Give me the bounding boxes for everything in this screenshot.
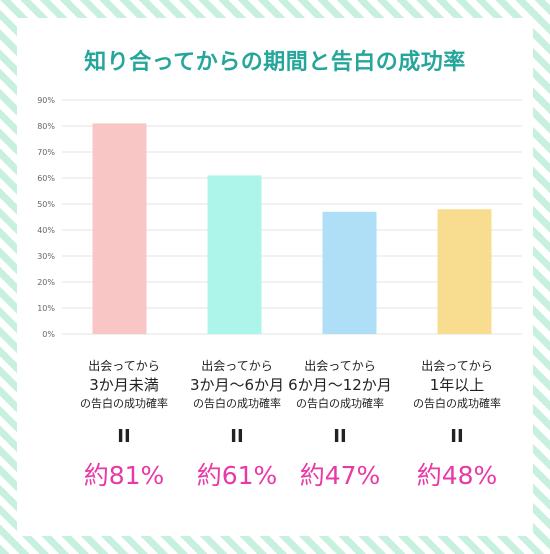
caption-prefix: 出会ってから xyxy=(304,359,376,373)
success-rate: 約61% xyxy=(196,461,278,490)
equals-mark: II xyxy=(450,426,464,447)
chart-bars xyxy=(92,123,492,335)
caption-suffix: の告白の成功確率 xyxy=(193,397,281,410)
caption-period: 6か月〜12か月 xyxy=(288,376,392,394)
caption-suffix: の告白の成功確率 xyxy=(413,397,501,410)
caption-prefix: 出会ってから xyxy=(421,359,493,373)
caption-suffix: の告白の成功確率 xyxy=(80,397,168,410)
bar-3 xyxy=(322,211,377,334)
y-tick-label: 50% xyxy=(37,200,55,209)
y-tick-label: 30% xyxy=(37,252,55,261)
chart-title: 知り合ってからの期間と告白の成功率 xyxy=(84,50,466,75)
y-tick-label: 40% xyxy=(37,226,55,235)
y-tick-label: 70% xyxy=(37,148,55,157)
y-tick-label: 60% xyxy=(37,174,55,183)
caption-prefix: 出会ってから xyxy=(88,359,160,373)
bar-caption-4: 出会ってから 1年以上 の告白の成功確率 II 約48% xyxy=(392,358,522,491)
success-rate: 約47% xyxy=(299,461,381,490)
caption-period: 3か月未満 xyxy=(89,376,159,394)
success-rate: 約48% xyxy=(416,461,498,490)
bar-2 xyxy=(207,175,262,334)
success-rate: 約81% xyxy=(83,461,165,490)
y-tick-label: 20% xyxy=(37,278,55,287)
caption-prefix: 出会ってから xyxy=(201,359,273,373)
equals-mark: II xyxy=(333,426,347,447)
caption-suffix: の告白の成功確率 xyxy=(296,397,384,410)
y-tick-label: 80% xyxy=(37,122,55,131)
equals-mark: II xyxy=(117,426,131,447)
caption-period: 3か月〜6か月 xyxy=(189,376,285,394)
y-axis-ticks: 0% 10% 20% 30% 40% 50% 60% 70% 80% 90% xyxy=(37,96,55,339)
caption-period: 1年以上 xyxy=(429,376,485,394)
chart-card: 知り合ってからの期間と告白の成功率 0% 10% 20% 30% 40% 50% 60% 70… xyxy=(17,18,533,536)
bar-caption-1: 出会ってから 3か月未満 の告白の成功確率 II 約81% xyxy=(59,358,189,491)
bar-caption-3: 出会ってから 6か月〜12か月 の告白の成功確率 II 約47% xyxy=(275,358,405,491)
bar-4 xyxy=(437,209,492,334)
y-tick-label: 90% xyxy=(37,96,55,105)
bar-1 xyxy=(92,123,147,335)
y-tick-label: 0% xyxy=(42,330,55,339)
bar-chart: 0% 10% 20% 30% 40% 50% 60% 70% 80% 90% xyxy=(37,96,522,339)
equals-mark: II xyxy=(230,426,244,447)
y-tick-label: 10% xyxy=(37,304,55,313)
bar-caption-2: 出会ってから 3か月〜6か月 の告白の成功確率 II 約61% xyxy=(172,358,302,491)
